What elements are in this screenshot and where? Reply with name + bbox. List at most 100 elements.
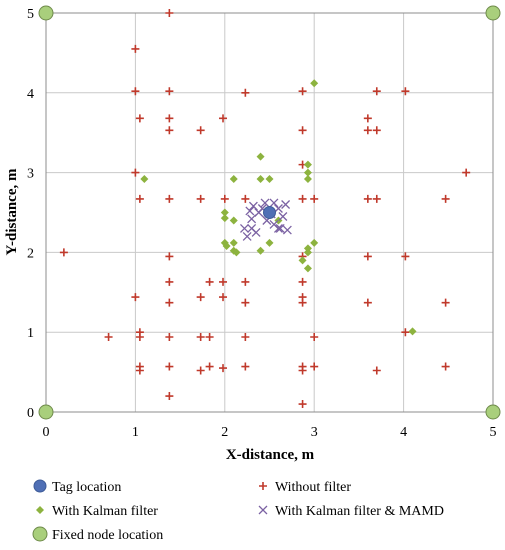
without-filter-point [219,277,228,286]
without-filter-point [165,277,174,286]
fixed-node-location-point [485,5,501,21]
with-kalman-filter-mamd-point [242,231,252,241]
legend-item: Fixed node location [32,526,163,543]
without-filter-point [310,332,319,341]
without-filter-point [298,366,307,375]
without-filter-point [241,332,250,341]
without-filter-point [462,168,471,177]
with-kalman-filter-point [229,238,238,247]
y-tick-labels: 0 1 2 3 4 5 [27,7,34,421]
without-filter-point [241,194,250,203]
with-kalman-filter-point [298,256,307,265]
with-kalman-filter-mamd-point [245,206,255,216]
legend: Tag location Without filter With Kalman fi… [32,479,444,543]
without-filter-point [104,332,113,341]
without-filter-point [241,298,250,307]
without-filter-point [165,194,174,203]
with-kalman-filter-mamd-point [247,214,257,224]
without-filter-point [241,88,250,97]
with-kalman-filter-point [232,248,241,257]
with-kalman-filter-mamd-point [275,224,285,233]
with-kalman-filter-mamd-point [260,198,270,208]
without-filter-point [135,366,144,375]
without-filter-point [372,87,381,96]
with-kalman-filter-mamd-point [251,227,261,237]
without-filter-point [135,194,144,203]
without-filter-point [241,277,250,286]
without-filter-point [401,328,410,337]
without-filter-point [372,126,381,135]
fixed-node-location-point [38,5,54,21]
without-filter-point [441,362,450,371]
y-tick-label: 3 [27,167,34,182]
without-filter-point [219,293,228,302]
with-kalman-filter-point [265,174,274,183]
with-kalman-filter-point [265,238,274,247]
without-filter-point [131,293,140,302]
without-filter-point [165,298,174,307]
legend-marker [33,479,47,493]
without-filter-point [196,126,205,135]
y-axis-title: Y-distance, m [4,168,20,255]
legend-item: Without filter [259,480,351,495]
with-kalman-filter-point [140,174,149,183]
with-kalman-filter-mamd-point [240,224,249,233]
with-kalman-filter-point [256,246,265,255]
without-filter-point [241,362,250,371]
without-filter-point [441,194,450,203]
without-filter-point [219,114,228,123]
fixed-node-location-point [485,404,501,420]
x-tick-label: 0 [43,425,50,440]
without-filter-point [220,194,229,203]
without-filter-point [165,362,174,371]
plot-area-border [45,12,494,413]
without-filter-point [363,298,372,307]
without-filter-point [196,293,205,302]
without-filter-point [131,44,140,53]
without-filter-point [131,87,140,96]
without-filter-point [310,362,319,371]
plot-frame [45,12,494,413]
y-tick-label: 2 [27,246,34,261]
legend-marker [36,506,44,514]
with-kalman-filter-point [220,208,229,217]
x-tick-label: 5 [490,425,497,440]
with-kalman-filter-mamd-point [269,220,279,229]
without-filter-point [165,9,174,17]
without-filter-point [298,126,307,135]
legend-label: With Kalman filter & MAMD [275,504,444,519]
with-kalman-filter-point [408,327,417,336]
without-filter-point [59,248,68,257]
tag-location-point [263,206,276,219]
with-kalman-filter-point [310,79,319,88]
y-tick-label: 5 [27,7,34,22]
without-filter-point [401,252,410,261]
with-kalman-filter-point [303,168,312,177]
without-filter-point [135,332,144,341]
legend-label: Tag location [52,480,121,495]
without-filter-point [196,332,205,341]
without-filter-point [165,87,174,96]
without-filter-point [310,194,319,203]
x-tick-label: 4 [400,425,407,440]
legend-item: Tag location [33,479,121,495]
y-tick-label: 1 [27,326,34,341]
legend-label: With Kalman filter [52,504,158,519]
without-filter-point [196,194,205,203]
y-tick-label: 4 [27,87,34,102]
with-kalman-filter-point [303,244,312,253]
without-filter-point [363,252,372,261]
without-filter-point [372,366,381,375]
with-kalman-filter-point [303,160,312,169]
without-filter-point [165,114,174,123]
legend-label: Fixed node location [52,528,163,543]
with-kalman-filter-point [229,216,238,225]
x-tick-labels: 0 1 2 3 4 5 [43,425,497,440]
with-kalman-filter-mamd-point [278,212,288,221]
with-kalman-filter-mamd-point [282,225,292,235]
without-filter-point [298,400,307,409]
fixed-node-location-point [38,404,54,420]
without-filter-point [205,362,214,371]
x-tick-label: 3 [311,425,318,440]
